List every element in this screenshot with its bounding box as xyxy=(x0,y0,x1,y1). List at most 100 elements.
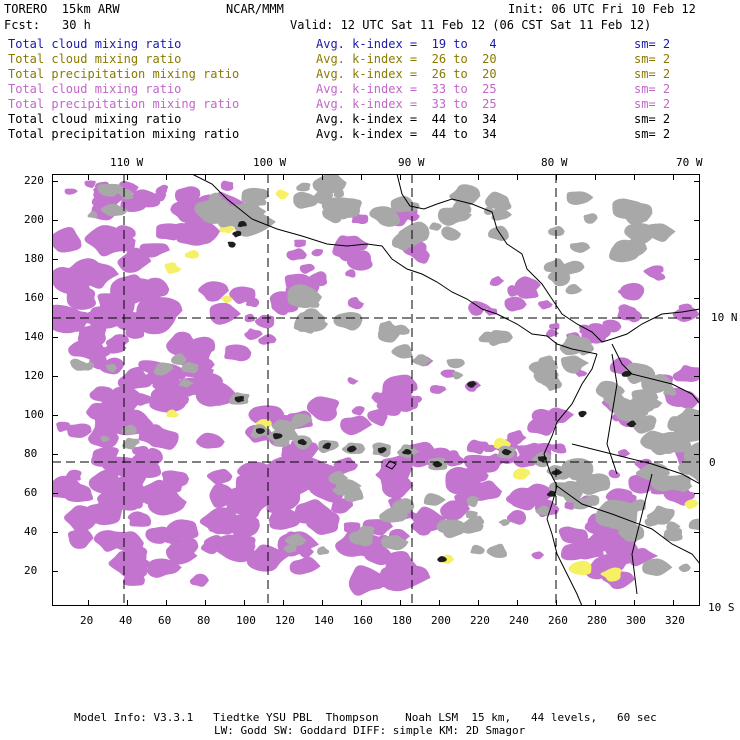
gray-cloud-patch xyxy=(241,187,270,204)
x-tick xyxy=(205,174,206,180)
purple-cloud-patch xyxy=(531,551,545,560)
legend-sm: sm= 2 xyxy=(634,82,671,96)
purple-cloud-patch xyxy=(588,323,612,340)
y-tick xyxy=(52,415,58,416)
y-tick xyxy=(694,454,700,455)
gray-cloud-patch xyxy=(119,189,134,200)
gray-cloud-patch xyxy=(179,379,195,388)
gray-cloud-patch xyxy=(644,518,659,527)
gray-cloud-patch xyxy=(97,183,125,197)
legend-field: Total precipitation mixing ratio xyxy=(8,127,240,141)
gray-cloud-patch xyxy=(397,242,411,251)
purple-cloud-patch xyxy=(209,483,241,508)
yellow-cloud-patch xyxy=(684,499,699,509)
purple-cloud-patch xyxy=(311,248,324,257)
y-grid-label: 80 xyxy=(24,447,38,460)
gray-cloud-patch xyxy=(452,371,464,380)
gray-cloud-patch xyxy=(651,444,671,456)
purple-cloud-patch xyxy=(371,392,388,404)
gray-cloud-patch xyxy=(566,191,594,205)
gray-cloud-patch xyxy=(328,470,349,486)
legend-range: Avg. k-index = 33 to 25 xyxy=(316,97,497,111)
legend-range: Avg. k-index = 33 to 25 xyxy=(316,82,497,96)
purple-cloud-patch xyxy=(440,500,470,521)
purple-cloud-patch xyxy=(111,551,148,580)
legend-range: Avg. k-index = 26 to 20 xyxy=(316,67,497,81)
x-tick xyxy=(556,600,557,606)
coastline xyxy=(191,174,598,355)
purple-cloud-layer xyxy=(52,180,700,596)
y-tick xyxy=(52,337,58,338)
purple-cloud-patch xyxy=(351,214,369,225)
purple-cloud-patch xyxy=(558,526,589,544)
gray-cloud-patch xyxy=(122,437,140,450)
purple-cloud-patch xyxy=(306,511,340,535)
purple-cloud-patch xyxy=(386,557,411,576)
purple-cloud-patch xyxy=(84,180,96,188)
x-tick xyxy=(88,174,89,180)
purple-cloud-patch xyxy=(89,386,114,402)
forecast-label: Fcst: xyxy=(4,18,41,32)
purple-cloud-patch xyxy=(189,336,216,353)
purple-cloud-patch xyxy=(150,301,173,318)
longitude-label: 70 W xyxy=(676,156,703,169)
purple-cloud-patch xyxy=(672,365,700,382)
latitude-label: 10 S xyxy=(708,601,735,614)
convective-core xyxy=(578,410,587,418)
coastline xyxy=(606,353,618,475)
gray-cloud-patch xyxy=(485,191,512,211)
yellow-cloud-patch xyxy=(166,409,179,418)
gray-cloud-patch xyxy=(333,188,345,198)
x-tick xyxy=(595,600,596,606)
convective-core xyxy=(546,490,557,497)
y-grid-label: 20 xyxy=(24,564,38,577)
purple-cloud-patch xyxy=(107,307,133,325)
legend-sm: sm= 2 xyxy=(634,67,671,81)
x-tick xyxy=(439,174,440,180)
purple-cloud-patch xyxy=(189,573,209,587)
longitude-label: 90 W xyxy=(398,156,425,169)
y-tick xyxy=(694,571,700,572)
gray-cloud-patch xyxy=(604,515,625,529)
coastline xyxy=(556,485,700,565)
gray-cloud-patch xyxy=(618,524,645,542)
valid-time: Valid: 12 UTC Sat 11 Feb 12 (06 CST Sat … xyxy=(290,18,652,32)
yellow-cloud-patch xyxy=(275,189,290,200)
purple-cloud-patch xyxy=(332,235,366,259)
purple-cloud-patch xyxy=(174,186,201,205)
purple-cloud-patch xyxy=(297,545,314,558)
coastline xyxy=(631,473,653,595)
x-grid-label: 60 xyxy=(158,614,172,627)
gray-cloud-patch xyxy=(121,424,137,435)
y-grid-label: 40 xyxy=(24,525,38,538)
x-tick xyxy=(244,174,245,180)
gray-cloud-patch xyxy=(153,362,174,376)
y-grid-label: 60 xyxy=(24,486,38,499)
coastline xyxy=(543,353,598,606)
y-grid-label: 200 xyxy=(24,213,44,226)
purple-cloud-patch xyxy=(653,273,666,281)
purple-cloud-patch xyxy=(143,277,170,299)
purple-cloud-patch xyxy=(410,247,430,264)
gray-cloud-patch xyxy=(70,358,89,371)
gray-cloud-patch xyxy=(576,473,611,496)
footer-physics-info: LW: Godd SW: Goddard DIFF: simple KM: 2D… xyxy=(214,724,526,737)
purple-cloud-patch xyxy=(65,469,82,481)
gray-cloud-patch xyxy=(498,519,510,527)
x-tick xyxy=(634,600,635,606)
x-grid-label: 280 xyxy=(587,614,607,627)
purple-cloud-patch xyxy=(229,286,256,304)
convective-core xyxy=(377,447,387,454)
purple-cloud-patch xyxy=(173,203,192,217)
gray-cloud-patch xyxy=(561,458,594,481)
yellow-cloud-patch xyxy=(221,295,234,303)
gray-cloud-patch xyxy=(641,374,673,394)
gray-cloud-patch xyxy=(561,260,585,275)
gray-cloud-patch xyxy=(100,203,129,217)
gray-cloud-patch xyxy=(170,353,187,365)
purple-cloud-patch xyxy=(248,405,285,425)
x-tick xyxy=(634,174,635,180)
y-grid-label: 120 xyxy=(24,369,44,382)
coastlines xyxy=(191,174,700,606)
x-grid-label: 320 xyxy=(665,614,685,627)
